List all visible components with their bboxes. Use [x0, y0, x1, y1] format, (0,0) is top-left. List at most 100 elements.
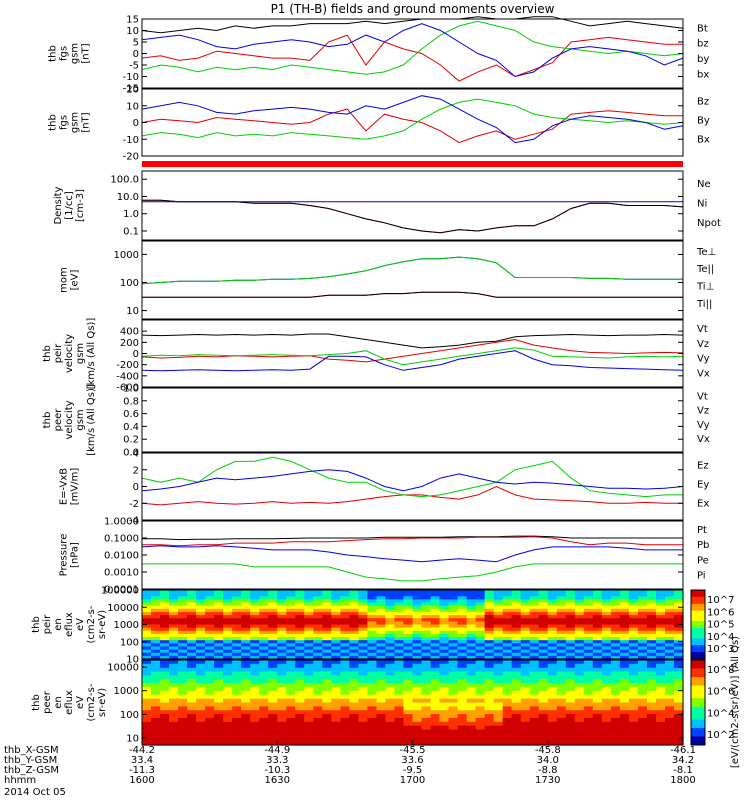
spectrogram-cell — [367, 643, 378, 648]
spectrogram-cell — [223, 737, 233, 742]
spectrogram-cell — [556, 714, 567, 719]
spectrogram-cell — [664, 640, 675, 644]
spectrogram-cell — [232, 741, 242, 746]
spectrogram-cell — [565, 675, 576, 680]
spectrogram-cell — [619, 602, 630, 607]
spectrogram-cell — [448, 611, 459, 616]
spectrogram-cell — [196, 643, 206, 648]
spectrogram-cell — [232, 721, 242, 727]
spectrogram-cell — [394, 646, 405, 651]
spectrogram-cell — [394, 605, 405, 610]
spectrogram-cell — [178, 690, 188, 696]
spectrogram-cell — [547, 643, 558, 648]
spectrogram-cell — [421, 694, 432, 700]
spectrogram-cell — [259, 624, 269, 629]
spectrogram-cell — [673, 590, 684, 594]
spectrogram-cell — [160, 593, 170, 597]
spectrogram-cell — [403, 649, 414, 654]
colorbar-segment — [691, 719, 705, 725]
spectrogram-cell — [376, 590, 387, 594]
spectrogram-cell — [511, 717, 522, 723]
spectrogram-cell — [178, 660, 188, 665]
spectrogram-cell — [403, 717, 414, 723]
colorbar-segment — [691, 698, 705, 703]
spectrogram-cell — [394, 624, 405, 629]
spectrogram-cell — [349, 637, 359, 641]
spectrogram-cell — [187, 683, 197, 688]
spectrogram-cell — [313, 602, 323, 607]
spectrogram-cell — [250, 698, 260, 704]
spectrogram-cell — [475, 621, 486, 626]
spectrogram-cell — [484, 633, 495, 638]
spectrogram-cell — [286, 714, 296, 719]
spectrogram-cell — [259, 710, 269, 715]
spectrogram-cell — [439, 630, 450, 635]
spectrogram-cell — [385, 627, 396, 632]
spectrogram-cell — [583, 721, 594, 727]
spectrogram-cell — [169, 615, 179, 619]
spectrogram-cell — [268, 733, 278, 738]
spectrogram-cell — [313, 671, 323, 677]
spectrogram-cell — [187, 596, 197, 601]
spectrogram-cell — [556, 655, 567, 660]
spectrogram-cell — [655, 683, 666, 688]
spectrogram-cell — [421, 608, 432, 613]
spectrogram-cell — [214, 637, 224, 641]
spectrogram-cell — [511, 721, 522, 727]
spectrogram-cell — [610, 590, 621, 594]
colorbar-segment — [691, 648, 705, 653]
spectrogram-cell — [187, 675, 197, 680]
spectrogram-cell — [196, 624, 206, 629]
spectrogram-cell — [376, 667, 387, 673]
spectrogram-cell — [403, 660, 414, 665]
spectrogram-cell — [277, 683, 287, 688]
spectrogram-cell — [529, 630, 540, 635]
spectrogram-cell — [376, 721, 387, 727]
spectrogram-cell — [295, 663, 305, 669]
spectrogram-cell — [610, 618, 621, 622]
y-tick-label: 1.0 — [123, 209, 139, 220]
spectrogram-cell — [142, 721, 152, 727]
legend-item: Vz — [697, 339, 709, 350]
spectrogram-cell — [340, 702, 350, 707]
spectrogram-cell — [493, 675, 504, 680]
spectrogram-cell — [655, 633, 666, 638]
spectrogram-cell — [619, 741, 630, 746]
spectrogram-cell — [529, 640, 540, 644]
spectrogram-cell — [655, 675, 666, 680]
y-axis-label: thbpeerenefluxeV(cm2-s-sr-eV) — [31, 683, 108, 721]
spectrogram-cell — [196, 590, 206, 594]
spectrogram-cell — [610, 637, 621, 641]
spectrogram-cell — [574, 741, 585, 746]
spectrogram-cell — [286, 615, 296, 619]
y-axis-label: Density[1/cc][cm-3] — [53, 186, 86, 224]
spectrogram-cell — [646, 667, 657, 673]
spectrogram-cell — [430, 602, 441, 607]
spectrogram-cell — [421, 605, 432, 610]
spectrogram-cell — [520, 741, 531, 746]
spectrogram-cell — [286, 590, 296, 594]
spectrogram-cell — [178, 694, 188, 700]
spectrogram-cell — [358, 706, 369, 711]
spectrogram-cell — [664, 702, 675, 707]
spectrogram-cell — [610, 667, 621, 673]
spectrogram-cell — [601, 729, 612, 735]
legend-item: by — [697, 54, 709, 65]
spectrogram-cell — [412, 667, 423, 673]
spectrogram-cell — [529, 627, 540, 632]
spectrogram-cell — [187, 702, 197, 707]
spectrogram-cell — [475, 599, 486, 604]
spectrogram-cell — [655, 608, 666, 613]
spectrogram-cell — [331, 687, 341, 692]
spectrogram-cell — [439, 615, 450, 619]
spectrogram-cell — [592, 608, 603, 613]
spectrogram-cell — [610, 615, 621, 619]
spectrogram-cell — [367, 596, 378, 601]
spectrogram-cell — [322, 706, 332, 711]
spectrogram-cell — [565, 733, 576, 738]
spectrogram-cell — [340, 599, 350, 604]
spectrogram-cell — [547, 633, 558, 638]
spectrogram-cell — [142, 729, 152, 735]
spectrogram-cell — [403, 618, 414, 622]
spectrogram-cell — [241, 640, 251, 644]
